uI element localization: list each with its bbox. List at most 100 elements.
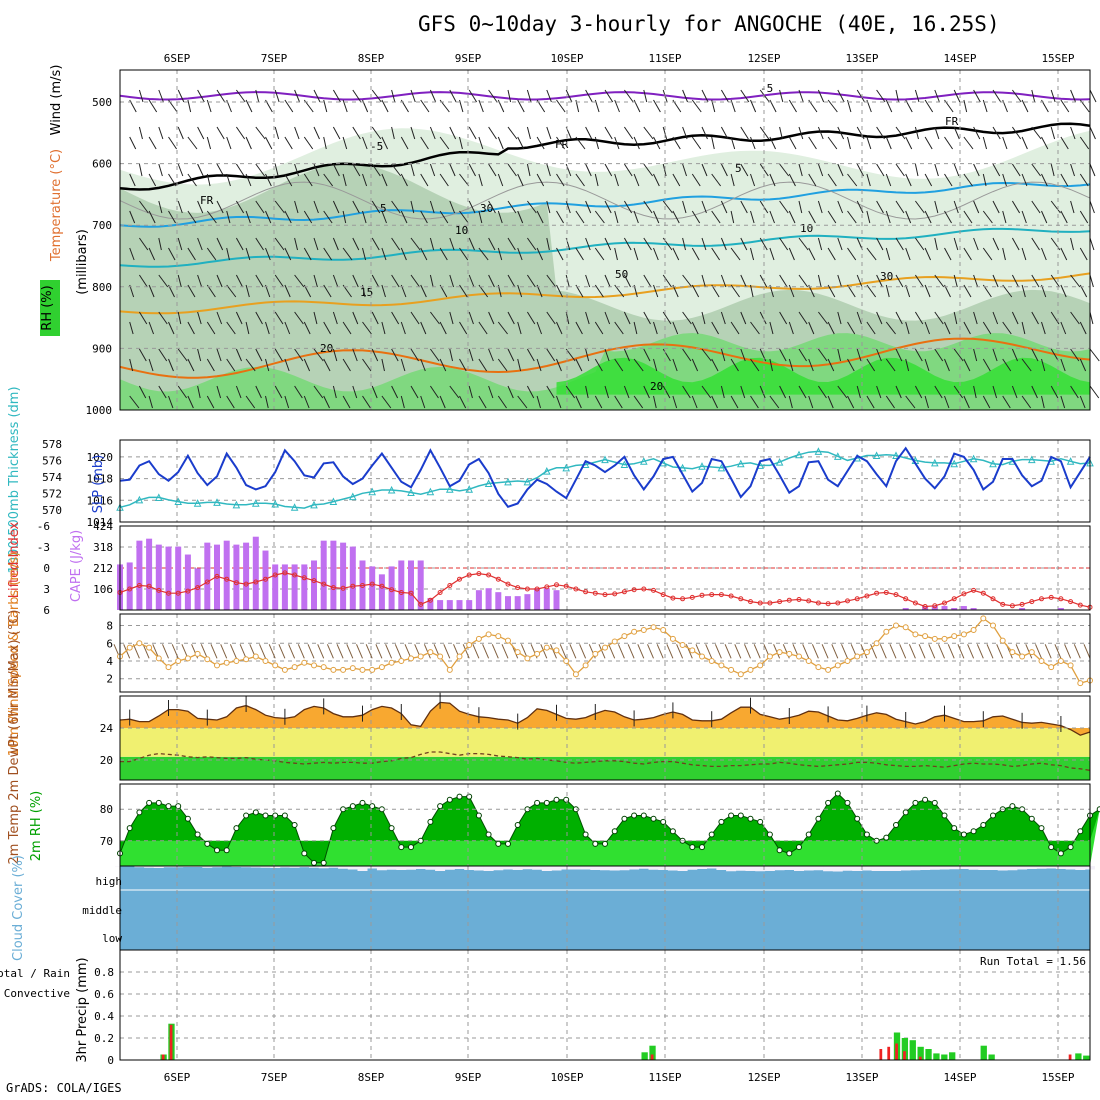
li-point bbox=[127, 586, 133, 592]
surface-wind-barb bbox=[385, 644, 393, 659]
upper-wind-barb bbox=[808, 210, 816, 224]
surface-wind-barb bbox=[132, 644, 140, 659]
upper-wind-barb bbox=[876, 274, 883, 288]
cloud-background bbox=[120, 866, 1090, 950]
upper-wind-barb bbox=[653, 136, 661, 150]
precip-total-bar bbox=[988, 1054, 995, 1060]
upper-wind-barb bbox=[1089, 237, 1095, 251]
millibars-ylabel: (millibars) bbox=[75, 229, 90, 295]
upper-wind-barb bbox=[876, 385, 882, 399]
slp-ylabel: SLP (mb) bbox=[91, 455, 106, 514]
wind-speed-point bbox=[796, 653, 802, 660]
wind-speed-point bbox=[1067, 662, 1074, 669]
upper-wind-barb bbox=[255, 89, 260, 103]
upper-wind-barb bbox=[672, 321, 679, 335]
li-point bbox=[573, 586, 579, 592]
upper-wind-barb bbox=[1060, 99, 1070, 113]
upper-wind-barb bbox=[575, 321, 583, 335]
wind-speed-point bbox=[805, 657, 812, 664]
upper-wind-barb bbox=[662, 126, 668, 140]
cape-bar bbox=[233, 544, 240, 610]
upper-wind-barb bbox=[1041, 358, 1046, 372]
upper-wind-barb bbox=[468, 237, 475, 251]
precip-total-bar bbox=[909, 1040, 916, 1060]
li-point bbox=[330, 585, 336, 591]
rh-point bbox=[475, 812, 482, 819]
upper-wind-barb bbox=[643, 385, 650, 399]
rh-point bbox=[834, 790, 841, 797]
wind-speed-point bbox=[640, 626, 647, 633]
upper-wind-barb bbox=[226, 173, 231, 187]
upper-wind-barb bbox=[197, 200, 204, 214]
surface-wind-barb bbox=[947, 644, 955, 659]
upper-wind-barb bbox=[177, 237, 183, 251]
upper-wind-barb bbox=[1041, 395, 1045, 409]
wind-speed-point bbox=[708, 657, 715, 664]
chart-title: GFS 0~10day 3-hourly for ANGOCHE (40E, 1… bbox=[418, 12, 1000, 36]
upper-wind-barb bbox=[507, 348, 515, 362]
upper-wind-barb bbox=[1031, 89, 1036, 103]
wind-speed-point bbox=[495, 633, 502, 640]
upper-wind-barb bbox=[963, 358, 971, 372]
upper-wind-barb bbox=[187, 284, 196, 298]
cloud-high-gap bbox=[803, 866, 814, 871]
upper-wind-barb bbox=[332, 126, 341, 140]
upper-wind-barb bbox=[750, 210, 755, 224]
upper-wind-barb bbox=[837, 163, 844, 177]
cape-bar bbox=[408, 560, 414, 610]
upper-wind-barb bbox=[1060, 358, 1066, 372]
upper-wind-barb bbox=[594, 358, 603, 372]
upper-wind-barb bbox=[614, 136, 620, 150]
upper-wind-barb bbox=[168, 136, 177, 150]
upper-wind-barb bbox=[168, 247, 176, 261]
upper-wind-barb bbox=[381, 284, 386, 298]
upper-wind-barb bbox=[556, 284, 563, 298]
precip-tick-label: 0.8 bbox=[94, 966, 114, 979]
surface-wind-barb bbox=[268, 644, 276, 659]
contour-5 bbox=[119, 181, 1091, 228]
cloud-high-gap bbox=[1065, 866, 1076, 870]
upper-wind-barb bbox=[876, 200, 884, 214]
upper-wind-barb bbox=[963, 284, 972, 298]
li-point bbox=[447, 583, 453, 588]
rh-point bbox=[1057, 850, 1064, 857]
upper-wind-barb bbox=[1050, 385, 1059, 399]
upper-wind-barb bbox=[313, 89, 321, 103]
surface-wind-barb bbox=[889, 644, 897, 659]
upper-wind-barb bbox=[400, 321, 406, 335]
contour-label: -5 bbox=[760, 82, 773, 95]
upper-wind-barb bbox=[294, 163, 299, 177]
upper-wind-barb bbox=[410, 385, 419, 399]
cloud-high-gap bbox=[920, 866, 931, 870]
upper-wind-barb bbox=[934, 311, 944, 325]
upper-air-frame bbox=[119, 69, 1091, 411]
upper-temperature-ylabel: Temperature (°C) bbox=[49, 149, 64, 262]
cloud-high-gap bbox=[260, 866, 271, 868]
upper-wind-barb bbox=[1011, 274, 1020, 288]
cloud-high-gap bbox=[958, 866, 969, 869]
thickness-point bbox=[639, 457, 648, 465]
wind-speed-point bbox=[175, 657, 182, 664]
pressure-tick-label: 800 bbox=[92, 281, 112, 294]
rh-point bbox=[766, 831, 773, 838]
upper-wind-barb bbox=[342, 395, 351, 409]
li-point bbox=[398, 590, 404, 595]
upper-wind-barb bbox=[371, 237, 380, 251]
wind-speed-point bbox=[155, 655, 162, 662]
upper-wind-barb bbox=[497, 210, 503, 224]
cloud-high-gap bbox=[1046, 866, 1057, 869]
rh-point bbox=[776, 847, 783, 854]
run-total-label: Run Total = 1.56 bbox=[980, 955, 1086, 968]
thickness-point bbox=[698, 462, 706, 470]
upper-wind-barb bbox=[226, 358, 236, 372]
upper-wind-barb bbox=[924, 99, 934, 113]
wind-speed-point bbox=[330, 666, 337, 673]
upper-wind-barb bbox=[924, 210, 932, 224]
upper-wind-barb bbox=[197, 348, 202, 362]
upper-wind-barb bbox=[138, 385, 147, 399]
upper-wind-barb bbox=[575, 136, 586, 150]
upper-wind-barb bbox=[779, 200, 789, 214]
wind-speed-point bbox=[931, 635, 938, 642]
rh-point bbox=[359, 799, 366, 806]
cape-bar bbox=[417, 560, 424, 610]
